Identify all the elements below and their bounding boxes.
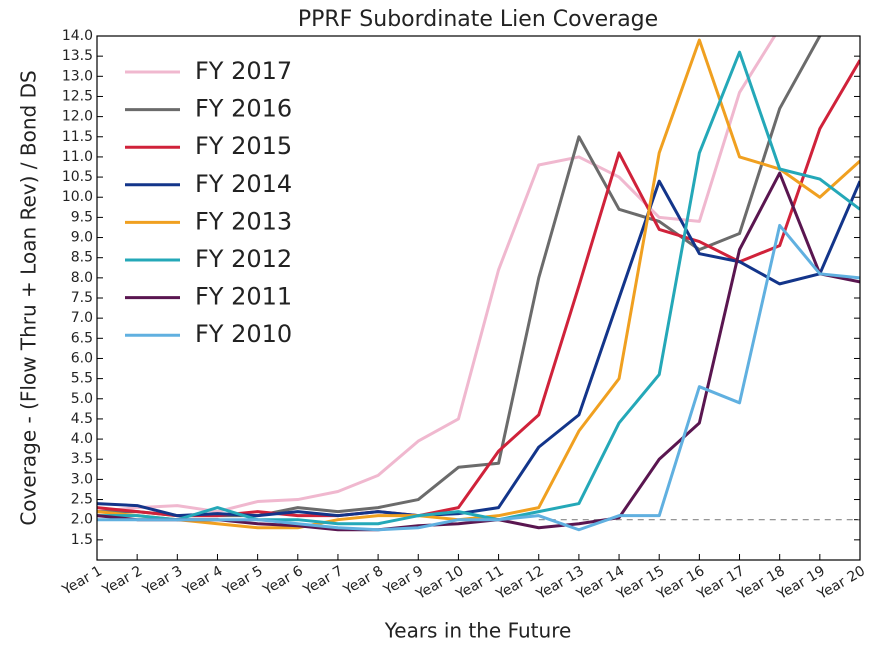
y-axis-label: Coverage - (Flow Thru + Loan Rev) / Bond…	[17, 70, 41, 525]
y-tick-label: 13.0	[62, 68, 93, 84]
y-tick-label: 10.5	[62, 169, 93, 185]
y-tick-label: 8.5	[71, 250, 93, 266]
y-tick-label: 1.5	[71, 532, 93, 548]
y-tick-label: 10.0	[62, 189, 93, 205]
y-tick-label: 7.5	[71, 290, 93, 306]
y-tick-label: 4.5	[71, 411, 93, 427]
x-tick-label: Year 2	[99, 563, 145, 599]
x-tick-label: Year 4	[179, 563, 225, 599]
legend-label: FY 2013	[195, 207, 292, 235]
y-tick-label: 3.0	[71, 471, 93, 487]
x-tick-label: Year 1	[59, 563, 105, 599]
x-tick-label: Year 5	[220, 563, 266, 599]
legend-label: FY 2015	[195, 132, 292, 160]
y-tick-label: 14.0	[62, 28, 93, 44]
plot-area	[97, 36, 860, 560]
y-tick-label: 11.0	[62, 149, 93, 165]
legend-label: FY 2017	[195, 57, 292, 85]
series-line	[97, 223, 860, 532]
legend-label: FY 2011	[195, 283, 292, 311]
legend-label: FY 2012	[195, 245, 292, 273]
y-tick-label: 6.0	[71, 350, 93, 366]
plot-frame	[96, 35, 861, 561]
y-tick-label: 6.5	[71, 330, 93, 346]
x-tick-label: Year 3	[139, 563, 185, 599]
y-tick-label: 3.5	[71, 451, 93, 467]
y-tick-label: 11.5	[62, 129, 93, 145]
y-tick-label: 5.5	[71, 371, 93, 387]
legend-label: FY 2010	[195, 320, 292, 348]
legend-label: FY 2016	[195, 95, 292, 123]
y-tick-label: 9.0	[71, 230, 93, 246]
y-tick-label: 2.0	[71, 512, 93, 528]
y-tick-label: 7.0	[71, 310, 93, 326]
y-tick-label: 8.0	[71, 270, 93, 286]
y-tick-label: 9.5	[71, 209, 93, 225]
series-line	[97, 50, 860, 526]
legend-label: FY 2014	[195, 170, 292, 198]
x-tick-label: Year 6	[260, 563, 306, 599]
y-tick-label: 12.0	[62, 109, 93, 125]
plot-lines	[97, 36, 860, 532]
y-tick-label: 4.0	[71, 431, 93, 447]
chart-title: PPRF Subordinate Lien Coverage	[298, 7, 658, 32]
x-tick-label: Year 7	[300, 563, 346, 599]
y-tick-label: 2.5	[71, 492, 93, 508]
x-tick-label: Year 8	[340, 563, 386, 599]
series-line	[97, 179, 860, 518]
x-axis-label: Years in the Future	[384, 619, 572, 643]
series-line	[97, 38, 860, 530]
y-tick-label: 12.5	[62, 88, 93, 104]
y-tick-label: 5.0	[71, 391, 93, 407]
y-tick-label: 13.5	[62, 48, 93, 64]
